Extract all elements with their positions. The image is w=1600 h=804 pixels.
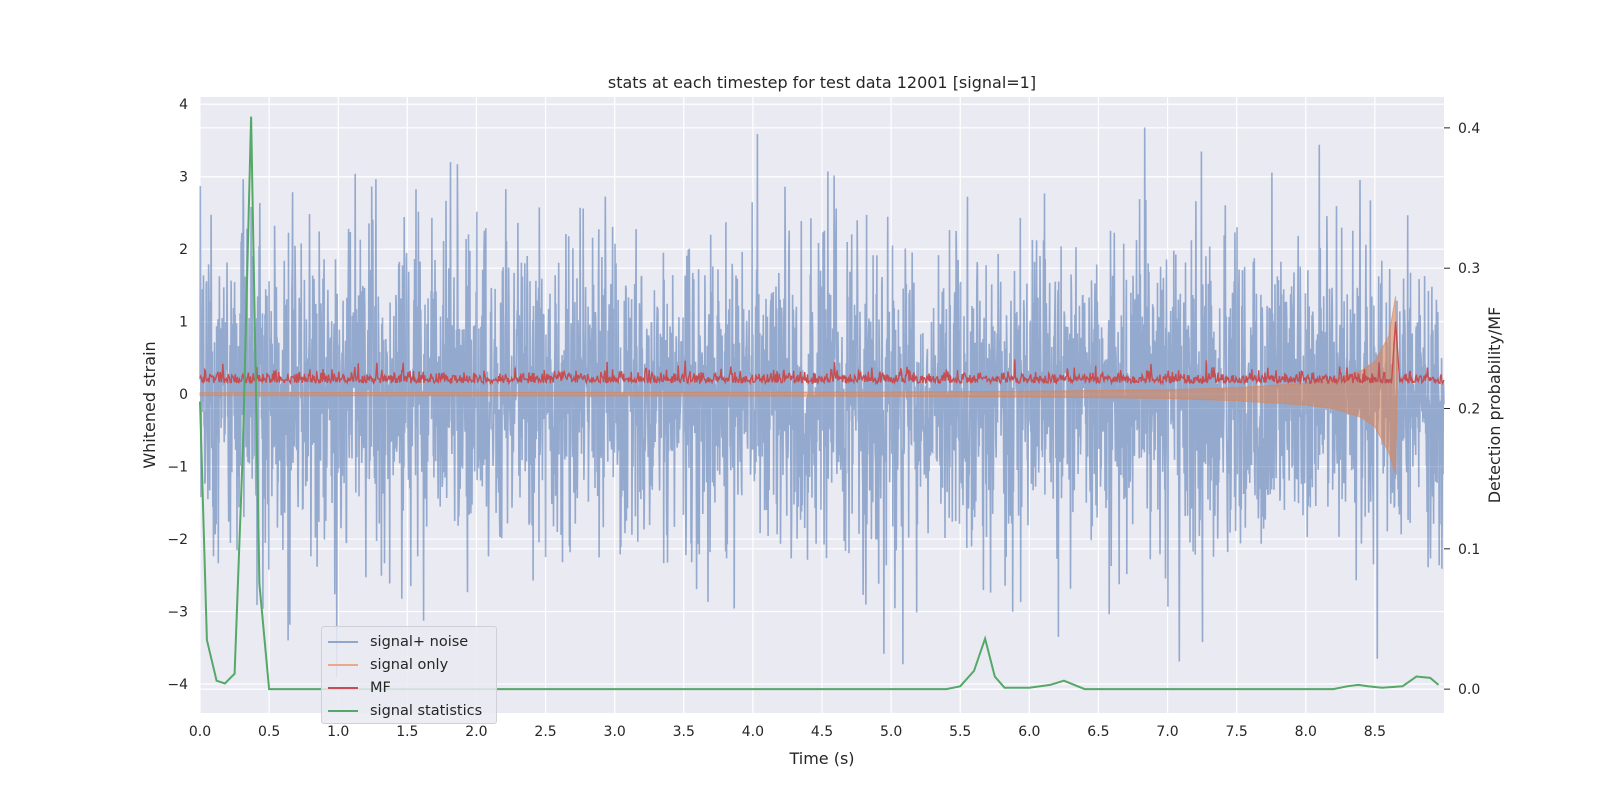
x-tick-label: 8.5 bbox=[1364, 724, 1386, 740]
x-tick-label: 6.0 bbox=[1018, 724, 1040, 740]
series-signal-statistics-line bbox=[199, 116, 1440, 691]
legend-label-signal-only: signal only bbox=[370, 657, 449, 673]
legend-swatch-signal-noise bbox=[328, 641, 358, 643]
x-tick-label: 5.5 bbox=[949, 724, 971, 740]
legend-item-signal-only: signal only bbox=[328, 654, 448, 676]
y-tick-label: −1 bbox=[167, 460, 188, 476]
data-layer bbox=[199, 116, 1445, 691]
series-signal-only-band bbox=[199, 296, 1398, 474]
axes: 0.0 0.5 1.0 1.5 2.0 2.5 3.0 3.5 4.0 4.5 5.0 5.5 6.0 6… bbox=[167, 97, 1480, 740]
x-tick-label: 0.5 bbox=[258, 724, 280, 740]
legend-swatch-mf bbox=[328, 687, 358, 689]
y-axis-label: Whitened strain bbox=[140, 341, 159, 468]
x-tick-label: 7.5 bbox=[1226, 724, 1248, 740]
y-right-tick-label: 0.0 bbox=[1458, 682, 1480, 698]
x-tick-label: 3.0 bbox=[604, 724, 626, 740]
legend-label-mf: MF bbox=[370, 680, 391, 696]
y-right-tick-label: 0.4 bbox=[1458, 121, 1480, 137]
y-tick-label: 4 bbox=[179, 97, 188, 113]
legend-swatch-signal-statistics bbox=[328, 710, 358, 712]
series-mf-line bbox=[199, 321, 1445, 386]
y-tick-label: 3 bbox=[179, 170, 188, 186]
y-tick-label: 2 bbox=[179, 242, 188, 258]
x-tick-label: 2.5 bbox=[534, 724, 556, 740]
y-tick-label: −4 bbox=[167, 677, 188, 693]
legend: signal+ noise signal only MF signal stat… bbox=[321, 626, 497, 724]
x-tick-label: 7.0 bbox=[1156, 724, 1178, 740]
legend-label-signal-statistics: signal statistics bbox=[370, 703, 483, 719]
y-right-tick-label: 0.1 bbox=[1458, 542, 1480, 558]
y-tick-label: −2 bbox=[167, 532, 188, 548]
x-tick-label: 1.5 bbox=[396, 724, 418, 740]
x-tick-label: 4.5 bbox=[811, 724, 833, 740]
x-tick-label: 2.0 bbox=[465, 724, 487, 740]
x-tick-label: 6.5 bbox=[1087, 724, 1109, 740]
x-tick-label: 0.0 bbox=[189, 724, 211, 740]
x-axis-label: Time (s) bbox=[788, 749, 854, 768]
y-axis-right-label: Detection probability/MF bbox=[1485, 307, 1504, 504]
x-tick-label: 5.0 bbox=[880, 724, 902, 740]
x-tick-label: 3.5 bbox=[673, 724, 695, 740]
series-signal-noise-line bbox=[199, 127, 1445, 677]
y-tick-label: 1 bbox=[179, 315, 188, 331]
x-tick-label: 8.0 bbox=[1295, 724, 1317, 740]
x-tick-label: 4.0 bbox=[742, 724, 764, 740]
y-tick-label: −3 bbox=[167, 605, 188, 621]
legend-item-mf: MF bbox=[328, 677, 391, 699]
legend-item-signal-noise: signal+ noise bbox=[328, 631, 468, 653]
y-right-tick-label: 0.3 bbox=[1458, 261, 1480, 277]
y-tick-label: 0 bbox=[179, 387, 188, 403]
legend-swatch-signal-only bbox=[328, 664, 358, 666]
y-right-tick-label: 0.2 bbox=[1458, 402, 1480, 418]
chart-title: stats at each timestep for test data 120… bbox=[608, 73, 1036, 92]
legend-item-signal-statistics: signal statistics bbox=[328, 700, 482, 722]
x-tick-label: 1.0 bbox=[327, 724, 349, 740]
legend-label-signal-noise: signal+ noise bbox=[370, 634, 469, 650]
